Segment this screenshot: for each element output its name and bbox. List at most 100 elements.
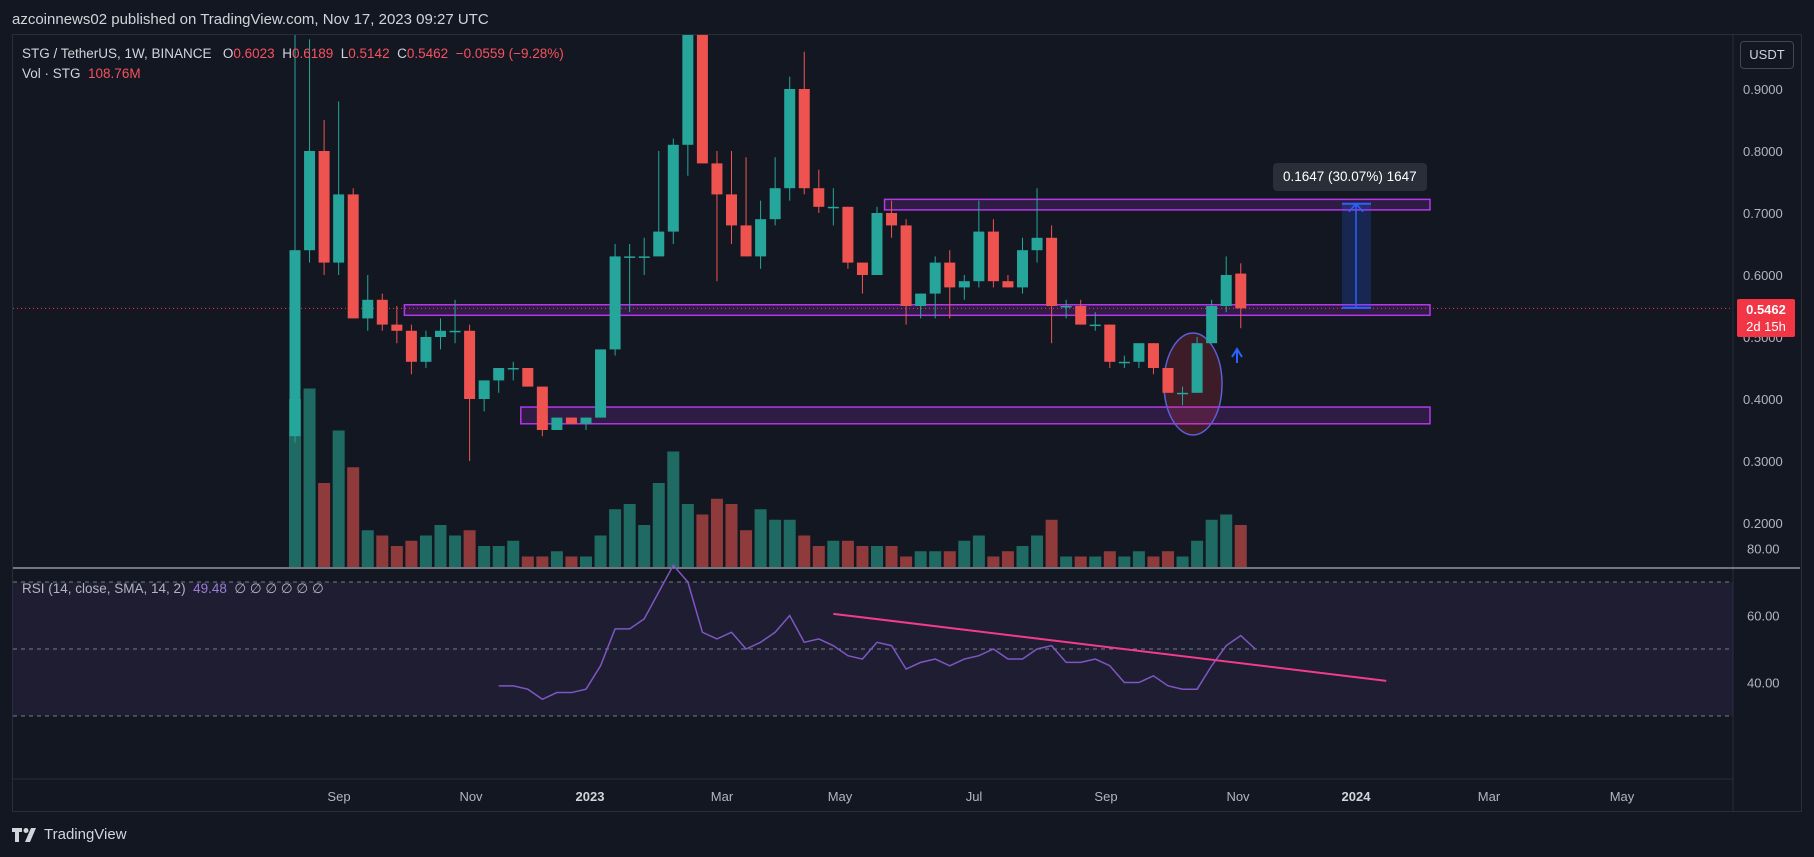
- volume-bar: [1031, 535, 1044, 567]
- volume-bar: [1162, 551, 1174, 567]
- footer-brand-text: TradingView: [44, 826, 127, 843]
- price-tick-label: 0.3000: [1743, 454, 1783, 469]
- measure-arrow-icon: [1348, 202, 1364, 308]
- time-tick-label: Sep: [1094, 789, 1117, 804]
- candle-body: [1147, 343, 1159, 368]
- candle-body: [1162, 368, 1174, 393]
- volume-bar: [361, 530, 374, 567]
- volume-bar: [1103, 551, 1116, 567]
- candle-body: [856, 262, 868, 275]
- volume-bar: [1118, 556, 1131, 567]
- support-resistance-zone: [520, 406, 1431, 425]
- rsi-tick-label: 80.00: [1747, 542, 1780, 557]
- volume-bar: [550, 551, 563, 567]
- candle-body: [755, 219, 767, 257]
- volume-bar: [390, 546, 403, 567]
- rsi-tick-label: 60.00: [1747, 609, 1780, 624]
- rsi-tick-label: 40.00: [1747, 676, 1780, 691]
- rsi-label: RSI (14, close, SMA, 14, 2): [22, 581, 186, 596]
- candle-body: [973, 231, 985, 282]
- volume-bar: [594, 535, 607, 567]
- volume-bar: [332, 430, 345, 567]
- volume-bar: [740, 530, 753, 567]
- candle-body: [580, 417, 592, 424]
- high-value: 0.6189: [291, 46, 334, 61]
- candle-body: [740, 225, 752, 257]
- chart-frame: [12, 34, 1802, 812]
- candle-body: [1118, 361, 1130, 364]
- footer-brand[interactable]: TradingView: [12, 826, 127, 843]
- rsi-legend[interactable]: RSI (14, close, SMA, 14, 2) 49.48 ∅ ∅ ∅ …: [22, 581, 324, 597]
- volume-bar: [521, 556, 534, 567]
- candle-body: [1075, 306, 1087, 325]
- candle-body: [929, 262, 941, 294]
- support-resistance-zone: [883, 198, 1431, 211]
- volume-bar: [943, 551, 956, 567]
- volume-bar: [463, 530, 476, 567]
- support-resistance-zone: [403, 304, 1431, 317]
- volume-bar: [812, 546, 825, 567]
- volume-bar: [1220, 514, 1233, 567]
- volume-bar: [507, 540, 520, 567]
- candle-body: [624, 256, 636, 258]
- candle-body: [987, 231, 999, 282]
- candle-body: [420, 337, 432, 362]
- volume-bar: [318, 483, 331, 567]
- candle-body: [827, 206, 839, 209]
- volume-bar: [987, 556, 1000, 567]
- volume-bar: [1074, 556, 1087, 567]
- time-tick-label: May: [1610, 789, 1635, 804]
- candle-body: [304, 151, 316, 251]
- candle-body: [1133, 343, 1145, 362]
- volume-bar: [609, 509, 622, 567]
- price-tick-label: 0.9000: [1743, 82, 1783, 97]
- volume-bar: [492, 546, 505, 567]
- volume-bar: [856, 546, 869, 567]
- volume-bar: [419, 535, 432, 567]
- volume-bar: [681, 504, 694, 567]
- volume-label: Vol · STG: [22, 66, 81, 81]
- candle-body: [333, 194, 345, 263]
- volume-bar: [972, 535, 985, 567]
- volume-bar: [347, 467, 360, 567]
- close-label: C: [397, 46, 407, 61]
- currency-button[interactable]: USDT: [1740, 41, 1794, 69]
- high-label: H: [282, 46, 292, 61]
- time-tick-label: 2024: [1342, 789, 1372, 804]
- volume-bar: [1234, 525, 1247, 567]
- candle-body: [769, 188, 781, 220]
- candle-body: [915, 293, 927, 306]
- last-price-tag: 0.5462 2d 15h: [1737, 299, 1795, 337]
- volume-bar: [871, 546, 883, 567]
- volume-bar: [1176, 556, 1189, 567]
- time-tick-label: Nov: [459, 789, 483, 804]
- volume-legend[interactable]: Vol · STG 108.76M: [22, 66, 141, 81]
- candle-body: [1191, 343, 1203, 393]
- candle-body: [362, 299, 374, 319]
- volume-bar: [449, 535, 462, 567]
- candle-body: [696, 35, 708, 164]
- open-label: O: [222, 46, 234, 61]
- volume-bar: [1191, 540, 1204, 567]
- time-tick-label: Mar: [711, 789, 734, 804]
- bar-countdown: 2d 15h: [1746, 319, 1786, 334]
- volume-bar: [1205, 519, 1218, 567]
- measure-label[interactable]: 0.1647 (30.07%) 1647: [1273, 163, 1427, 191]
- volume-bar: [1001, 551, 1014, 567]
- volume-bar: [725, 504, 738, 567]
- time-tick-label: Sep: [327, 789, 350, 804]
- candle-body: [435, 330, 446, 337]
- volume-bar: [827, 540, 840, 567]
- candle-body: [318, 151, 330, 263]
- candle-body: [289, 250, 301, 437]
- volume-bar: [900, 556, 913, 567]
- volume-bar: [1045, 519, 1058, 567]
- symbol-legend[interactable]: STG / TetherUS, 1W, BINANCE O0.6023 H0.6…: [22, 46, 564, 61]
- candle-body: [667, 144, 679, 232]
- candle-body: [1060, 306, 1072, 308]
- volume-bar: [1016, 546, 1029, 567]
- candle-body: [900, 225, 912, 306]
- volume-bar: [434, 525, 447, 567]
- volume-bar: [580, 556, 592, 567]
